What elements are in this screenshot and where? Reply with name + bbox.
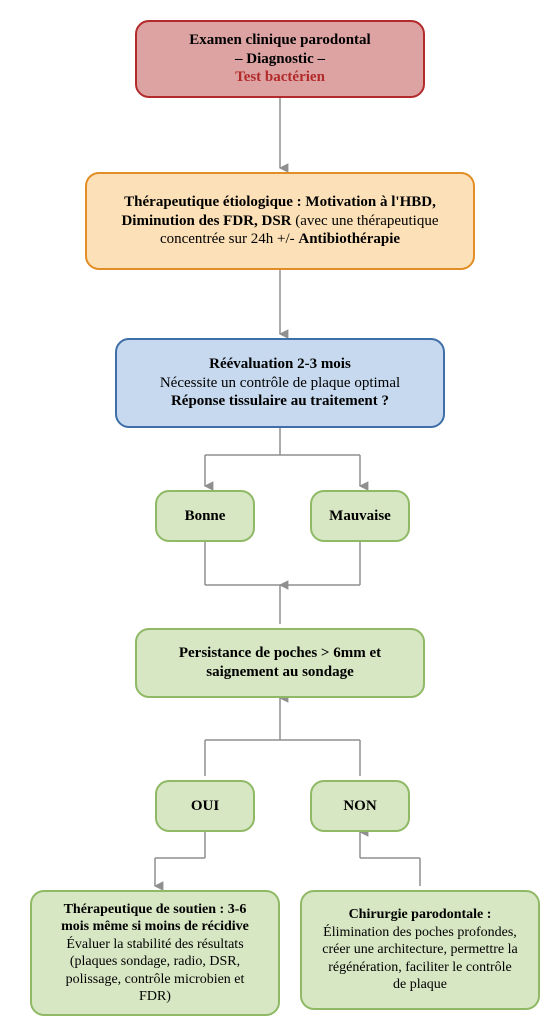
n2-line3b: Antibiothérapie (298, 231, 400, 247)
n10-line4: régénération, faciliter le contrôle (328, 959, 511, 977)
n2-row1: Thérapeutique étiologique : Motivation à… (124, 193, 436, 212)
n10-line1: Chirurgie parodontale : (349, 906, 492, 924)
n3-line1: Réévaluation 2-3 mois (209, 355, 351, 374)
n1-line2: – Diagnostic – (235, 50, 325, 69)
n2-line1a: Thérapeutique étiologique : Motivation à… (124, 194, 436, 210)
n10-line2: Élimination des poches profondes, (323, 924, 517, 942)
flow-connectors (0, 0, 560, 1032)
node-bonne: Bonne (155, 490, 255, 542)
n5-label: Mauvaise (329, 507, 391, 526)
n2-line1b: Diminution des FDR, DSR (121, 213, 291, 229)
node-therapeutique-etiologique: Thérapeutique étiologique : Motivation à… (85, 172, 475, 270)
n9-line1: Thérapeutique de soutien : 3-6 (64, 901, 247, 919)
n3-line3: Réponse tissulaire au traitement ? (171, 392, 389, 411)
n2-row3: concentrée sur 24h +/- Antibiothérapie (160, 230, 400, 249)
n8-label: NON (343, 797, 376, 816)
node-exam: Examen clinique parodontal – Diagnostic … (135, 20, 425, 98)
node-chirurgie: Chirurgie parodontale : Élimination des … (300, 890, 540, 1010)
n2-line3a: concentrée sur 24h +/- (160, 231, 298, 247)
n10-line3: créer une architecture, permettre la (322, 941, 517, 959)
node-reevaluation: Réévaluation 2-3 mois Nécessite un contr… (115, 338, 445, 428)
n10-line5: de plaque (393, 976, 447, 994)
n6-line1: Persistance de poches > 6mm et (179, 644, 381, 663)
n9-line6: FDR) (139, 988, 171, 1006)
node-mauvaise: Mauvaise (310, 490, 410, 542)
n1-line1: Examen clinique parodontal (189, 31, 370, 50)
n2-line2: (avec une thérapeutique (292, 213, 439, 229)
n6-line2: saignement au sondage (206, 663, 354, 682)
n9-line4: (plaques sondage, radio, DSR, (70, 953, 240, 971)
n9-line2: mois même si moins de récidive (61, 918, 249, 936)
node-non: NON (310, 780, 410, 832)
n4-label: Bonne (185, 507, 226, 526)
n7-label: OUI (191, 797, 219, 816)
n1-line3: Test bactérien (235, 68, 325, 87)
n3-line2: Nécessite un contrôle de plaque optimal (160, 374, 400, 393)
n9-line3: Évaluer la stabilité des résultats (66, 936, 243, 954)
node-persistance: Persistance de poches > 6mm et saignemen… (135, 628, 425, 698)
n9-line5: polissage, contrôle microbien et (66, 971, 245, 989)
node-therapeutique-soutien: Thérapeutique de soutien : 3-6 mois même… (30, 890, 280, 1016)
n2-row2: Diminution des FDR, DSR (avec une thérap… (121, 212, 438, 231)
node-oui: OUI (155, 780, 255, 832)
